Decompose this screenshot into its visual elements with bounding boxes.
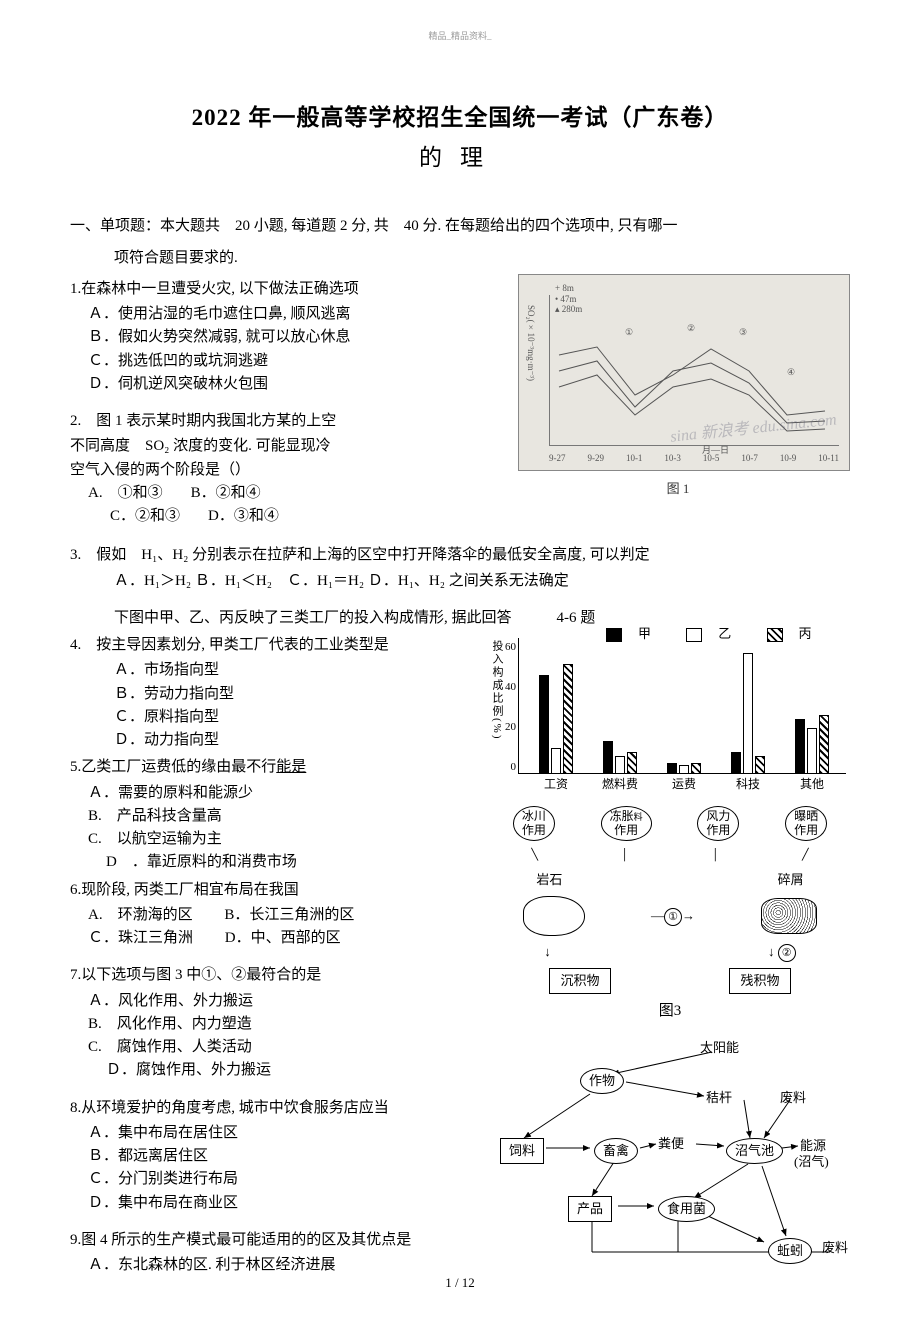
bar-cat-label: 其他 (780, 775, 844, 794)
fig4-node-sun: 太阳能 (700, 1038, 739, 1058)
bar-category: 燃料费 (588, 642, 652, 774)
bar-category: 运费 (652, 642, 716, 774)
fig3-rock-icon (523, 896, 585, 936)
bar-乙 (551, 748, 561, 774)
bar-category: 工资 (524, 642, 588, 774)
fig4-node-straw: 秸杆 (706, 1088, 732, 1108)
fig3-circle-1: ① (664, 908, 682, 926)
right-figures-block: 甲 乙 丙 投入构成比例(%) 0 20 40 60 工资燃料费运费科技其他 冰… (490, 630, 850, 1258)
bar-bars: 工资燃料费运费科技其他 (524, 642, 844, 774)
bar-category: 科技 (716, 642, 780, 774)
bar-甲 (731, 752, 741, 774)
bar-丙 (627, 752, 637, 774)
bar-丙 (691, 763, 701, 774)
fig4-node-wormwaste: 废料 (822, 1238, 848, 1258)
fig1-x-ticks: 9-27 9-29 10-1 10-3 10-5 10-7 10-9 10-11 (549, 452, 839, 466)
bar-乙 (743, 653, 753, 774)
svg-text:④: ④ (787, 367, 795, 377)
page-subtitle: 的理 (70, 140, 850, 176)
bar-乙 (679, 765, 689, 774)
fig4-node-worm: 蚯蚓 (768, 1238, 812, 1264)
bar-丙 (563, 664, 573, 774)
svg-text:①: ① (625, 327, 633, 337)
figure-3: 冰川作用 冻胀料作用 风力作用 曝晒作用 ╲││╱ 岩石 碎屑 —①→ ↓ ↓ … (490, 806, 850, 1024)
fig3-box-right: 残积物 (729, 968, 790, 994)
bar-cat-label: 运费 (652, 775, 716, 794)
figure-4: 太阳能作物秸杆废料饲料畜禽粪便沼气池能源(沼气)产品食用菌蚯蚓废料 (490, 1038, 850, 1258)
fig3-oval-4: 曝晒作用 (785, 806, 827, 841)
fig3-debris-icon (761, 898, 817, 934)
bar-ytick-0: 0 (498, 759, 516, 776)
bar-ytick-1: 20 (498, 719, 516, 736)
fig3-box-left: 沉积物 (549, 968, 610, 994)
bar-cat-label: 科技 (716, 775, 780, 794)
bar-甲 (539, 675, 549, 774)
page-number: 1 / 12 (0, 1273, 920, 1293)
section-instruction-line2: 项符合题目要求的. (70, 247, 850, 270)
fig3-circle-2: ② (778, 944, 796, 962)
fig4-node-product: 产品 (568, 1196, 612, 1222)
fig3-mid-left-label: 岩石 (536, 870, 562, 890)
bar-ytick-3: 60 (498, 639, 516, 656)
bar-ytick-2: 40 (498, 679, 516, 696)
fig4-node-livestock: 畜禽 (594, 1138, 638, 1164)
fig3-mid-right-label: 碎屑 (778, 870, 804, 890)
bar-甲 (603, 741, 613, 774)
fig3-oval-1: 冰川作用 (513, 806, 555, 841)
header-watermark: 精品_精品资料_ (0, 30, 920, 44)
fig1-y-label: SO₂(×10⁻³mg·m⁻³) (523, 305, 537, 381)
q3-stem: 3. 假如 H₁、H₂ 分别表示在拉萨和上海的区空中打开降落伞的最低安全高度, … (70, 544, 850, 567)
bar-甲 (795, 719, 805, 774)
bar-丙 (819, 715, 829, 774)
fig4-node-feed: 饲料 (500, 1138, 544, 1164)
exam-page: 精品_精品资料_ 2022 年一般高等学校招生全国统一考试（广东卷） 的理 一、… (0, 0, 920, 1317)
bar-丙 (755, 756, 765, 774)
bar-甲 (667, 763, 677, 774)
svg-text:③: ③ (739, 327, 747, 337)
fig4-node-mushroom: 食用菌 (658, 1196, 715, 1222)
bar-category: 其他 (780, 642, 844, 774)
figure-bar-chart: 甲 乙 丙 投入构成比例(%) 0 20 40 60 工资燃料费运费科技其他 (490, 630, 850, 800)
fig3-oval-2: 冻胀料作用 (601, 806, 652, 841)
fig4-node-crop: 作物 (580, 1068, 624, 1094)
figure-3-caption: 图3 (490, 1000, 850, 1023)
fig3-oval-3: 风力作用 (697, 806, 739, 841)
svg-text:②: ② (687, 323, 695, 333)
fig4-node-energy2: (沼气) (794, 1152, 829, 1172)
bar-y-axis (518, 638, 519, 774)
page-title: 2022 年一般高等学校招生全国统一考试（广东卷） (70, 100, 850, 136)
fig4-node-waste: 废料 (780, 1088, 806, 1108)
bar-乙 (615, 756, 625, 774)
section-instruction-line1: 一、单项题：本大题共 20 小题, 每道题 2 分, 共 40 分. 在每题给出… (70, 215, 850, 238)
q2-opts-row2: C．②和③D．③和④ (70, 505, 850, 528)
figure-1-wrap: + 8m • 47m ▴ 280m ① ② ③ ④ 9-27 9-29 10-1… (506, 278, 850, 499)
fig4-node-manure: 粪便 (658, 1134, 684, 1154)
fig4-node-biogas: 沼气池 (726, 1138, 783, 1164)
figure-1: + 8m • 47m ▴ 280m ① ② ③ ④ 9-27 9-29 10-1… (518, 274, 850, 471)
q3-opts: Ａ．H₁＞H₂ Ｂ．H₁＜H₂ Ｃ．H₁＝H₂ Ｄ．H₁、H₂ 之间关系无法确定 (70, 570, 850, 593)
bar-cat-label: 工资 (524, 775, 588, 794)
bar-cat-label: 燃料费 (588, 775, 652, 794)
bar-乙 (807, 728, 817, 774)
